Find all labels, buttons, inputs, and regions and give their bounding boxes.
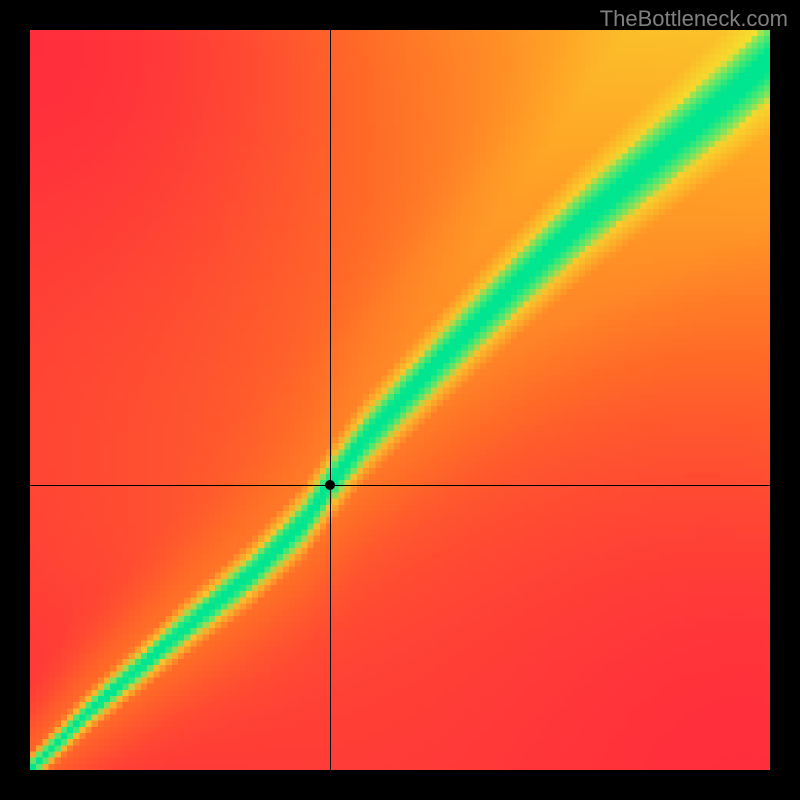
crosshair-vertical [330, 30, 331, 770]
heatmap-canvas [30, 30, 770, 770]
crosshair-horizontal [30, 485, 770, 486]
heatmap-plot [30, 30, 770, 770]
marker-dot [325, 480, 335, 490]
watermark-text: TheBottleneck.com [600, 6, 788, 32]
